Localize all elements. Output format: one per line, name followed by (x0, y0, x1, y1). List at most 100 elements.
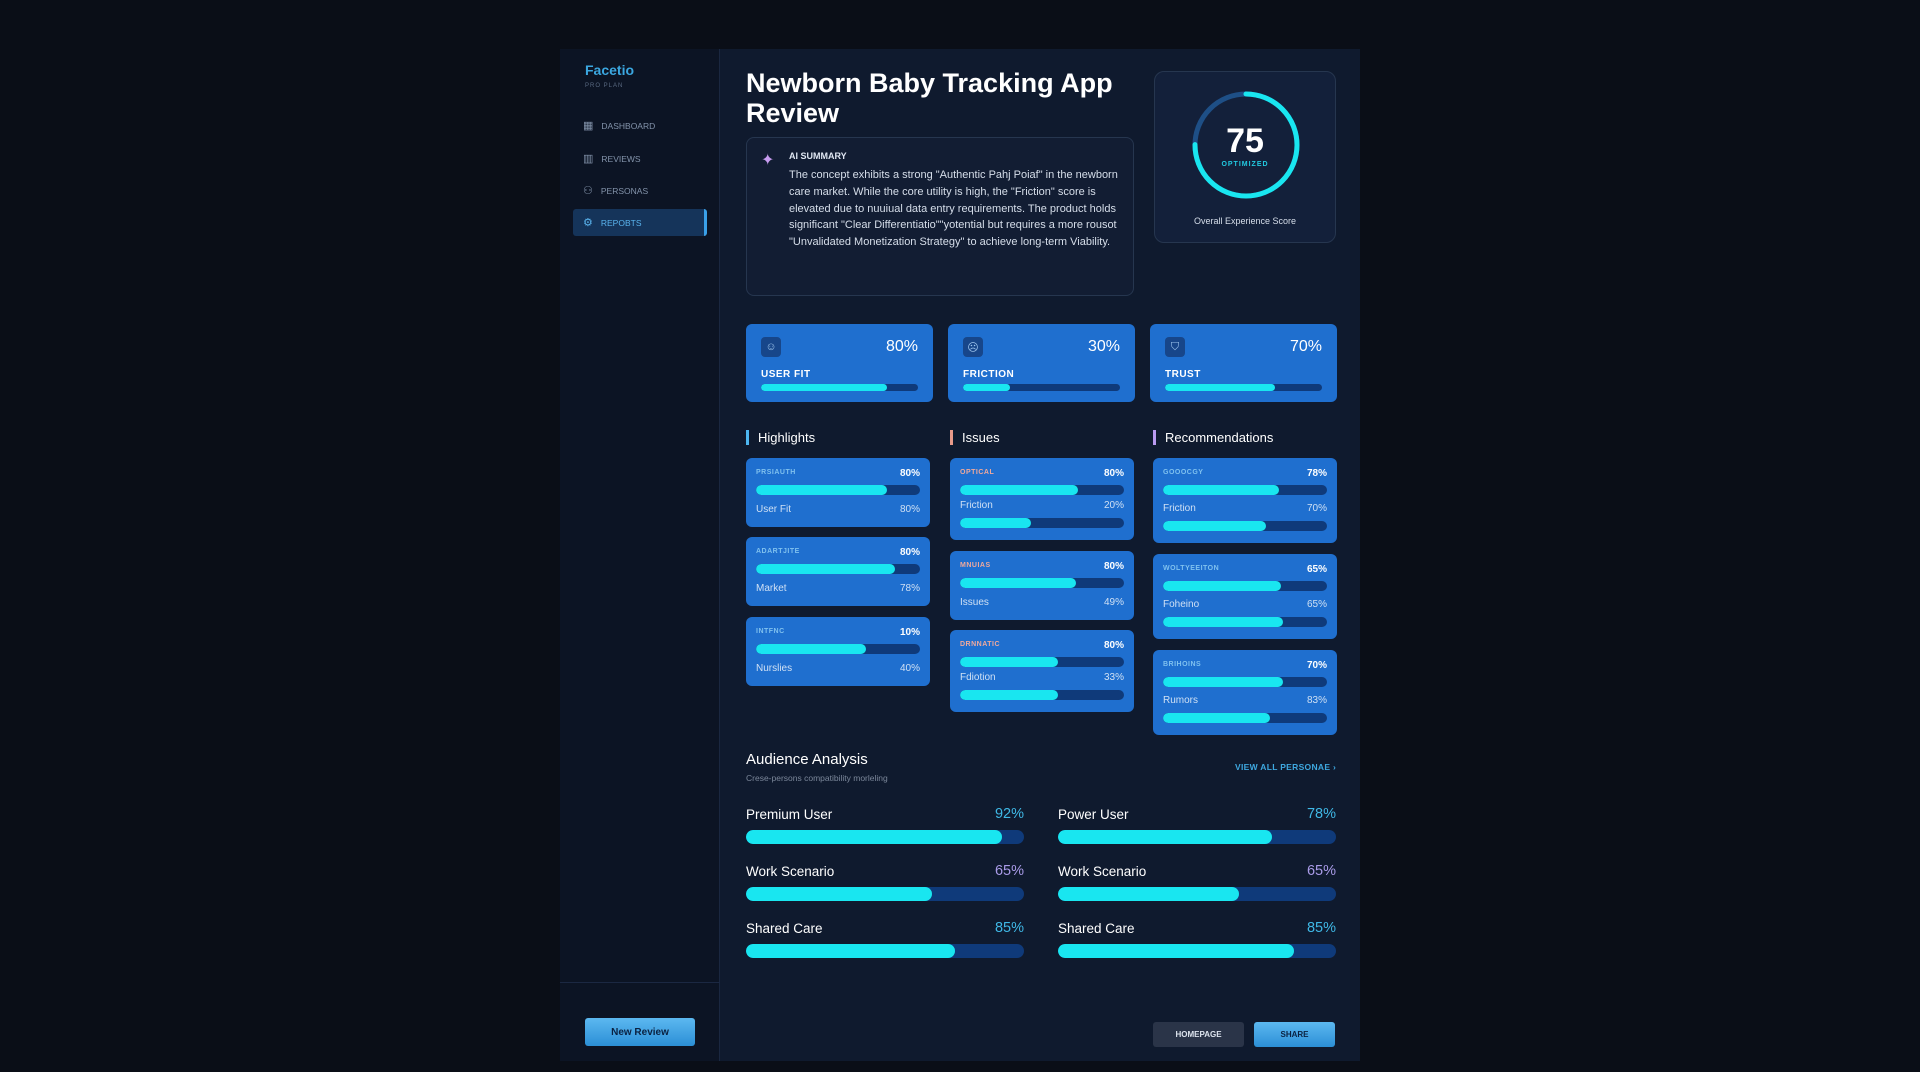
recommendations-card[interactable]: GOOOCGY 78% Friction 70% (1153, 458, 1337, 543)
card-secondary-bar (960, 690, 1124, 700)
recommendations-card[interactable]: BRIHOINS 70% Rumors 83% (1153, 650, 1337, 735)
persona-progress-bar (746, 944, 1024, 958)
persona-value: 85% (994, 920, 1024, 936)
homepage-button[interactable]: HOMEPAGE (1153, 1022, 1244, 1047)
score-status: OPTIMIZED (1221, 161, 1269, 168)
smile-icon: ☺ (761, 337, 781, 357)
card-progress-fill (1163, 677, 1283, 687)
gear-icon: ⚙ (583, 217, 593, 229)
face-icon: ☹ (963, 337, 983, 357)
card-sub-label: Rumors (1163, 695, 1199, 706)
chevron-right-icon: › (1332, 762, 1337, 772)
card-progress-bar (1163, 581, 1327, 591)
card-key-value: 80% (899, 468, 920, 479)
persona-value: 92% (994, 806, 1024, 822)
issues-card[interactable]: DRNNATIC 80% Fdiotion 33% (950, 630, 1134, 712)
card-secondary-fill (1163, 521, 1267, 531)
card-progress-fill (756, 644, 866, 654)
metric-card-user-fit: ☺ 80% USER FIT (746, 324, 933, 402)
brand-logo[interactable]: Facetio (585, 62, 635, 78)
score-ring-fill (1192, 91, 1300, 199)
highlights-card[interactable]: PRSIAUTH 80% User Fit 80% (746, 458, 930, 527)
summary-heading: AI SUMMARY (789, 151, 847, 161)
card-secondary-fill (1163, 713, 1270, 723)
page-title: Newborn Baby Tracking App Review (746, 68, 1113, 128)
card-secondary-fill (960, 518, 1031, 528)
metric-progress-bar (963, 384, 1120, 391)
metric-label: FRICTION (963, 369, 1015, 380)
summary-text: The concept exhibits a strong "Authentic… (789, 169, 1118, 249)
card-key-value: 10% (899, 627, 920, 638)
persona-label: Shared Care (1058, 921, 1135, 936)
persona-progress-bar (746, 830, 1024, 844)
card-sub-value: 33% (1103, 672, 1124, 683)
metric-progress-bar (761, 384, 918, 391)
sidebar-item-personas[interactable]: ⚇ PERSONAS (573, 177, 707, 204)
card-progress-bar (960, 485, 1124, 495)
metric-label: USER FIT (761, 369, 811, 380)
persona-value: 65% (1306, 863, 1336, 879)
metric-card-friction: ☹ 30% FRICTION (948, 324, 1135, 402)
card-sub-value: 49% (1103, 597, 1124, 608)
card-sub-label: Issues (960, 597, 989, 608)
persona-progress-bar (1058, 944, 1336, 958)
persona-progress-fill (1058, 887, 1239, 901)
card-progress-fill (756, 564, 896, 574)
card-progress-bar (1163, 677, 1327, 687)
card-progress-bar (756, 485, 920, 495)
persona-progress-fill (1058, 944, 1295, 958)
metric-value: 80% (885, 338, 918, 355)
view-all-personae-link[interactable]: VIEW ALL PERSONAE › (1235, 762, 1336, 772)
card-secondary-bar (1163, 617, 1327, 627)
card-key-value: 80% (1103, 468, 1124, 479)
card-progress-fill (960, 657, 1059, 667)
sidebar-item-reviews[interactable]: ▥ REVIEWS (573, 145, 707, 172)
persona-value: 78% (1306, 806, 1336, 822)
persona-progress-fill (746, 944, 955, 958)
issues-card[interactable]: OPTICAL 80% Friction 20% (950, 458, 1134, 540)
score-label: Overall Experience Score (1193, 216, 1297, 226)
card-key: OPTICAL (960, 469, 995, 476)
sidebar-item-repobts[interactable]: ⚙ REPOBTS (573, 209, 707, 236)
card-progress-bar (756, 644, 920, 654)
card-progress-fill (960, 578, 1077, 588)
new-review-button[interactable]: New Review (585, 1018, 695, 1046)
card-progress-fill (1163, 581, 1282, 591)
issues-card[interactable]: MNUIAS 80% Issues 49% (950, 551, 1134, 620)
chart-icon: ▥ (583, 153, 594, 165)
card-key-value: 80% (899, 547, 920, 558)
highlights-card[interactable]: ADARTJITE 80% Market 78% (746, 537, 930, 606)
score-ring (1192, 91, 1300, 199)
recommendations-heading: Recommendations (1153, 430, 1273, 445)
share-button[interactable]: SHARE (1254, 1022, 1335, 1047)
highlights-card[interactable]: INTFNC 10% Nurslies 40% (746, 617, 930, 686)
persona-label: Work Scenario (746, 864, 835, 879)
card-secondary-bar (960, 518, 1124, 528)
persona-progress-bar (746, 887, 1024, 901)
card-key: WOLTYEEITON (1163, 565, 1220, 572)
card-sub-label: Nurslies (756, 663, 793, 674)
persona-label: Premium User (746, 807, 833, 822)
card-secondary-bar (1163, 521, 1327, 531)
metric-value: 30% (1087, 338, 1120, 355)
card-key-value: 80% (1103, 640, 1124, 651)
highlights-heading: Highlights (746, 430, 815, 445)
card-sub-label: Foheino (1163, 599, 1200, 610)
metric-card-trust: ⛉ 70% TRUST (1150, 324, 1337, 402)
card-secondary-fill (1163, 617, 1283, 627)
card-secondary-bar (1163, 713, 1327, 723)
card-key: ADARTJITE (756, 548, 800, 555)
card-key: BRIHOINS (1163, 661, 1202, 668)
overall-score-card: 75 OPTIMIZED Overall Experience Score (1154, 71, 1336, 243)
view-all-label: VIEW ALL PERSONAE (1235, 762, 1331, 772)
card-key: MNUIAS (960, 562, 991, 569)
recommendations-card[interactable]: WOLTYEEITON 65% Foheino 65% (1153, 554, 1337, 639)
sidebar-item-dashboard[interactable]: ▦ DASHBOARD (573, 112, 707, 139)
score-value: 75 (1226, 122, 1264, 160)
card-progress-bar (960, 578, 1124, 588)
card-progress-bar (756, 564, 920, 574)
card-sub-value: 78% (899, 583, 920, 594)
sidebar-item-label: REVIEWS (601, 153, 641, 164)
card-sub-value: 65% (1306, 599, 1327, 610)
metric-progress-fill (963, 384, 1011, 391)
